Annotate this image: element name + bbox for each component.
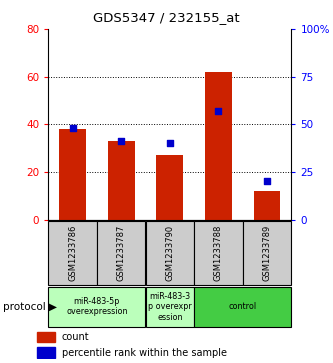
Bar [37,347,55,358]
FancyBboxPatch shape [194,287,291,327]
Text: miR-483-3
p overexpr
ession: miR-483-3 p overexpr ession [148,292,192,322]
Point [264,179,270,184]
Bar [59,129,86,220]
Text: GSM1233786: GSM1233786 [68,225,77,281]
Bar [108,141,135,220]
FancyBboxPatch shape [194,221,243,285]
FancyBboxPatch shape [146,287,194,327]
Text: GSM1233790: GSM1233790 [165,225,174,281]
Text: count: count [62,332,89,342]
Text: GSM1233787: GSM1233787 [117,225,126,281]
Point [167,140,172,146]
Bar [157,155,183,220]
Text: control: control [229,302,257,311]
Point [216,108,221,114]
Bar [37,332,55,342]
Text: protocol ▶: protocol ▶ [3,302,57,312]
Point [119,139,124,144]
Bar [205,72,232,220]
FancyBboxPatch shape [48,221,97,285]
Text: GSM1233789: GSM1233789 [262,225,272,281]
FancyBboxPatch shape [146,221,194,285]
Point [70,125,75,131]
Text: GDS5347 / 232155_at: GDS5347 / 232155_at [93,11,240,24]
Text: miR-483-5p
overexpression: miR-483-5p overexpression [66,297,128,317]
FancyBboxPatch shape [97,221,146,285]
Text: GSM1233788: GSM1233788 [214,225,223,281]
FancyBboxPatch shape [243,221,291,285]
FancyBboxPatch shape [48,287,146,327]
Bar [254,191,280,220]
Text: percentile rank within the sample: percentile rank within the sample [62,348,226,358]
